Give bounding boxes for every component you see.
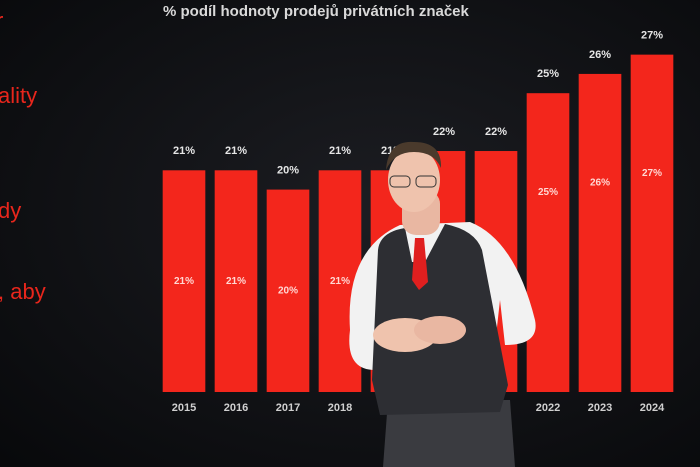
inner-value-label: 26% xyxy=(590,178,610,189)
value-label: 27% xyxy=(641,30,663,42)
chart-title: % podíl hodnoty prodejů privátních znače… xyxy=(163,3,470,20)
bar xyxy=(162,170,206,392)
inner-value-label: 21% xyxy=(226,276,246,287)
x-tick-label: 2016 xyxy=(224,402,248,414)
bar xyxy=(214,170,258,392)
inner-value-label: 20% xyxy=(278,285,298,296)
value-label: 22% xyxy=(485,126,507,138)
inner-value-label: 27% xyxy=(642,168,662,179)
value-label: 21% xyxy=(173,145,195,157)
value-label: 26% xyxy=(589,49,611,61)
bar xyxy=(630,54,674,393)
x-tick-label: 2024 xyxy=(640,402,665,414)
glasses xyxy=(389,175,411,188)
x-tick-label: 2015 xyxy=(172,402,196,414)
tie xyxy=(412,238,428,290)
annotation: dy xyxy=(0,198,21,223)
value-label: 22% xyxy=(433,126,455,138)
annotation: r xyxy=(0,8,3,33)
head xyxy=(388,148,440,212)
inner-value-label: 21% xyxy=(174,276,194,287)
value-label: 21% xyxy=(225,145,247,157)
bar xyxy=(526,93,570,392)
bar xyxy=(578,73,622,393)
speaker xyxy=(349,141,536,467)
x-tick-label: 2017 xyxy=(276,402,300,414)
inner-value-label: 21% xyxy=(330,276,350,287)
x-tick-label: 2023 xyxy=(588,402,612,414)
hair xyxy=(386,141,442,170)
value-label: 25% xyxy=(537,68,559,80)
value-label: 21% xyxy=(329,145,351,157)
hand xyxy=(414,316,466,344)
annotation: , aby xyxy=(0,279,46,304)
glasses xyxy=(415,175,437,188)
annotation: ality xyxy=(0,83,37,108)
value-label: 20% xyxy=(277,164,299,176)
x-tick-label: 2022 xyxy=(536,402,560,414)
x-tick-label: 2018 xyxy=(328,402,352,414)
bar xyxy=(266,189,310,392)
inner-value-label: 25% xyxy=(538,187,558,198)
trousers xyxy=(383,400,515,467)
